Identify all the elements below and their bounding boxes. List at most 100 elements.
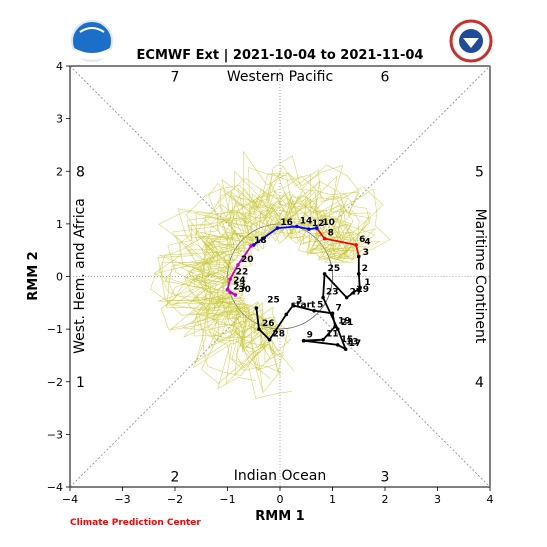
day-label: 18 xyxy=(254,236,267,246)
forecast-point xyxy=(295,224,299,229)
x-tick-label: 1 xyxy=(329,493,336,506)
forecast-point xyxy=(249,244,253,248)
y-axis-label: RMM 2 xyxy=(26,251,41,300)
x-tick-label: 3 xyxy=(434,493,441,506)
forecast-point xyxy=(330,311,335,316)
ensemble-member-line xyxy=(201,198,355,357)
forecast-point xyxy=(321,337,325,342)
x-axis-label: RMM 1 xyxy=(255,509,304,524)
ensemble-member-line xyxy=(210,226,354,330)
day-label: 13 xyxy=(346,338,359,348)
phase-number-label: 5 xyxy=(475,164,484,180)
forecast-point xyxy=(236,263,240,267)
day-label: 27 xyxy=(350,288,363,298)
phase-number-label: 6 xyxy=(381,70,390,86)
ensemble-member-line xyxy=(196,202,342,349)
region-bottom-label: Indian Ocean xyxy=(234,468,326,484)
day-label: 20 xyxy=(241,255,254,265)
ensemble-member-line xyxy=(172,188,349,373)
y-tick-label: −2 xyxy=(47,376,63,389)
forecast-point xyxy=(312,308,316,313)
day-label: 26 xyxy=(262,319,275,329)
ensemble-member-line xyxy=(216,218,352,330)
day-label: 2 xyxy=(362,264,368,274)
phase-number-label: 2 xyxy=(171,469,180,485)
forecast-point xyxy=(228,277,232,281)
forecast-point xyxy=(322,236,327,241)
x-tick-label: −2 xyxy=(167,493,183,506)
day-label: 17 xyxy=(349,339,362,349)
forecast-point xyxy=(322,272,327,276)
x-tick-label: −4 xyxy=(62,493,78,506)
y-tick-label: 3 xyxy=(56,113,63,126)
day-label: 16 xyxy=(280,218,293,228)
forecast-point xyxy=(225,287,230,292)
day-label: 19 xyxy=(338,316,351,326)
forecast-point xyxy=(335,343,340,347)
day-label: 15 xyxy=(341,335,354,345)
day-label: 25 xyxy=(267,295,280,305)
forecast-point xyxy=(354,243,358,247)
forecast-point xyxy=(356,254,361,259)
day-label: 9 xyxy=(307,331,313,341)
credit-text: Climate Prediction Center xyxy=(70,518,201,528)
day-label: 3 xyxy=(363,248,369,258)
forecast-point xyxy=(321,295,325,300)
nws-logo xyxy=(449,19,493,63)
forecast-point xyxy=(301,338,306,343)
y-tick-label: 0 xyxy=(56,271,63,284)
forecast-path-segment xyxy=(316,227,360,257)
y-tick-label: 4 xyxy=(56,60,63,73)
phase-number-label: 3 xyxy=(381,469,390,485)
forecast-point xyxy=(267,337,272,342)
day-label: start xyxy=(291,301,316,311)
day-label: 24 xyxy=(233,276,246,286)
day-label: 10 xyxy=(322,218,335,228)
forecast-series xyxy=(225,224,362,352)
forecast-point xyxy=(335,327,340,331)
region-right-label: Maritime Continent xyxy=(472,209,488,344)
diagonal-guide xyxy=(316,313,491,488)
phase-number-label: 7 xyxy=(171,70,180,86)
forecast-point xyxy=(254,306,259,310)
ensemble-member-line xyxy=(207,211,348,350)
forecast-point xyxy=(228,290,232,295)
day-label: 14 xyxy=(300,217,313,227)
y-tick-label: −1 xyxy=(47,323,63,336)
ensemble-member-line xyxy=(210,219,340,329)
day-label: 6 xyxy=(359,235,365,245)
x-tick-label: 0 xyxy=(277,493,284,506)
day-label: 5 xyxy=(317,301,323,311)
day-label: 25 xyxy=(328,264,341,274)
ensemble-member-line xyxy=(166,175,352,380)
x-tick-label: 2 xyxy=(382,493,389,506)
forecast-point xyxy=(314,226,319,230)
ensemble-member-line xyxy=(222,217,341,338)
ensemble-members xyxy=(150,150,391,399)
day-label: 29 xyxy=(357,285,370,295)
ensemble-member-line xyxy=(164,176,382,371)
noaa-logo xyxy=(71,20,113,62)
day-label: 7 xyxy=(336,303,342,313)
forecast-point xyxy=(284,312,289,317)
ensemble-member-line xyxy=(187,199,357,356)
y-tick-label: −4 xyxy=(47,481,63,494)
ensemble-member-line xyxy=(161,166,372,376)
forecast-point xyxy=(344,295,349,300)
x-tick-label: −3 xyxy=(114,493,130,506)
ensemble-member-line xyxy=(159,174,360,394)
forecast-point xyxy=(257,327,261,331)
ensemble-member-line xyxy=(222,222,345,333)
forecast-point xyxy=(275,226,280,230)
diagonal-guide xyxy=(69,65,244,240)
x-tick-label: −1 xyxy=(219,493,235,506)
day-label: 22 xyxy=(236,268,249,278)
day-label: 28 xyxy=(273,330,286,340)
diagonal-guide xyxy=(69,313,244,488)
forecast-point xyxy=(333,324,337,329)
forecast-point xyxy=(233,293,238,297)
forecast-point xyxy=(356,272,361,276)
day-label: 12 xyxy=(312,219,325,229)
